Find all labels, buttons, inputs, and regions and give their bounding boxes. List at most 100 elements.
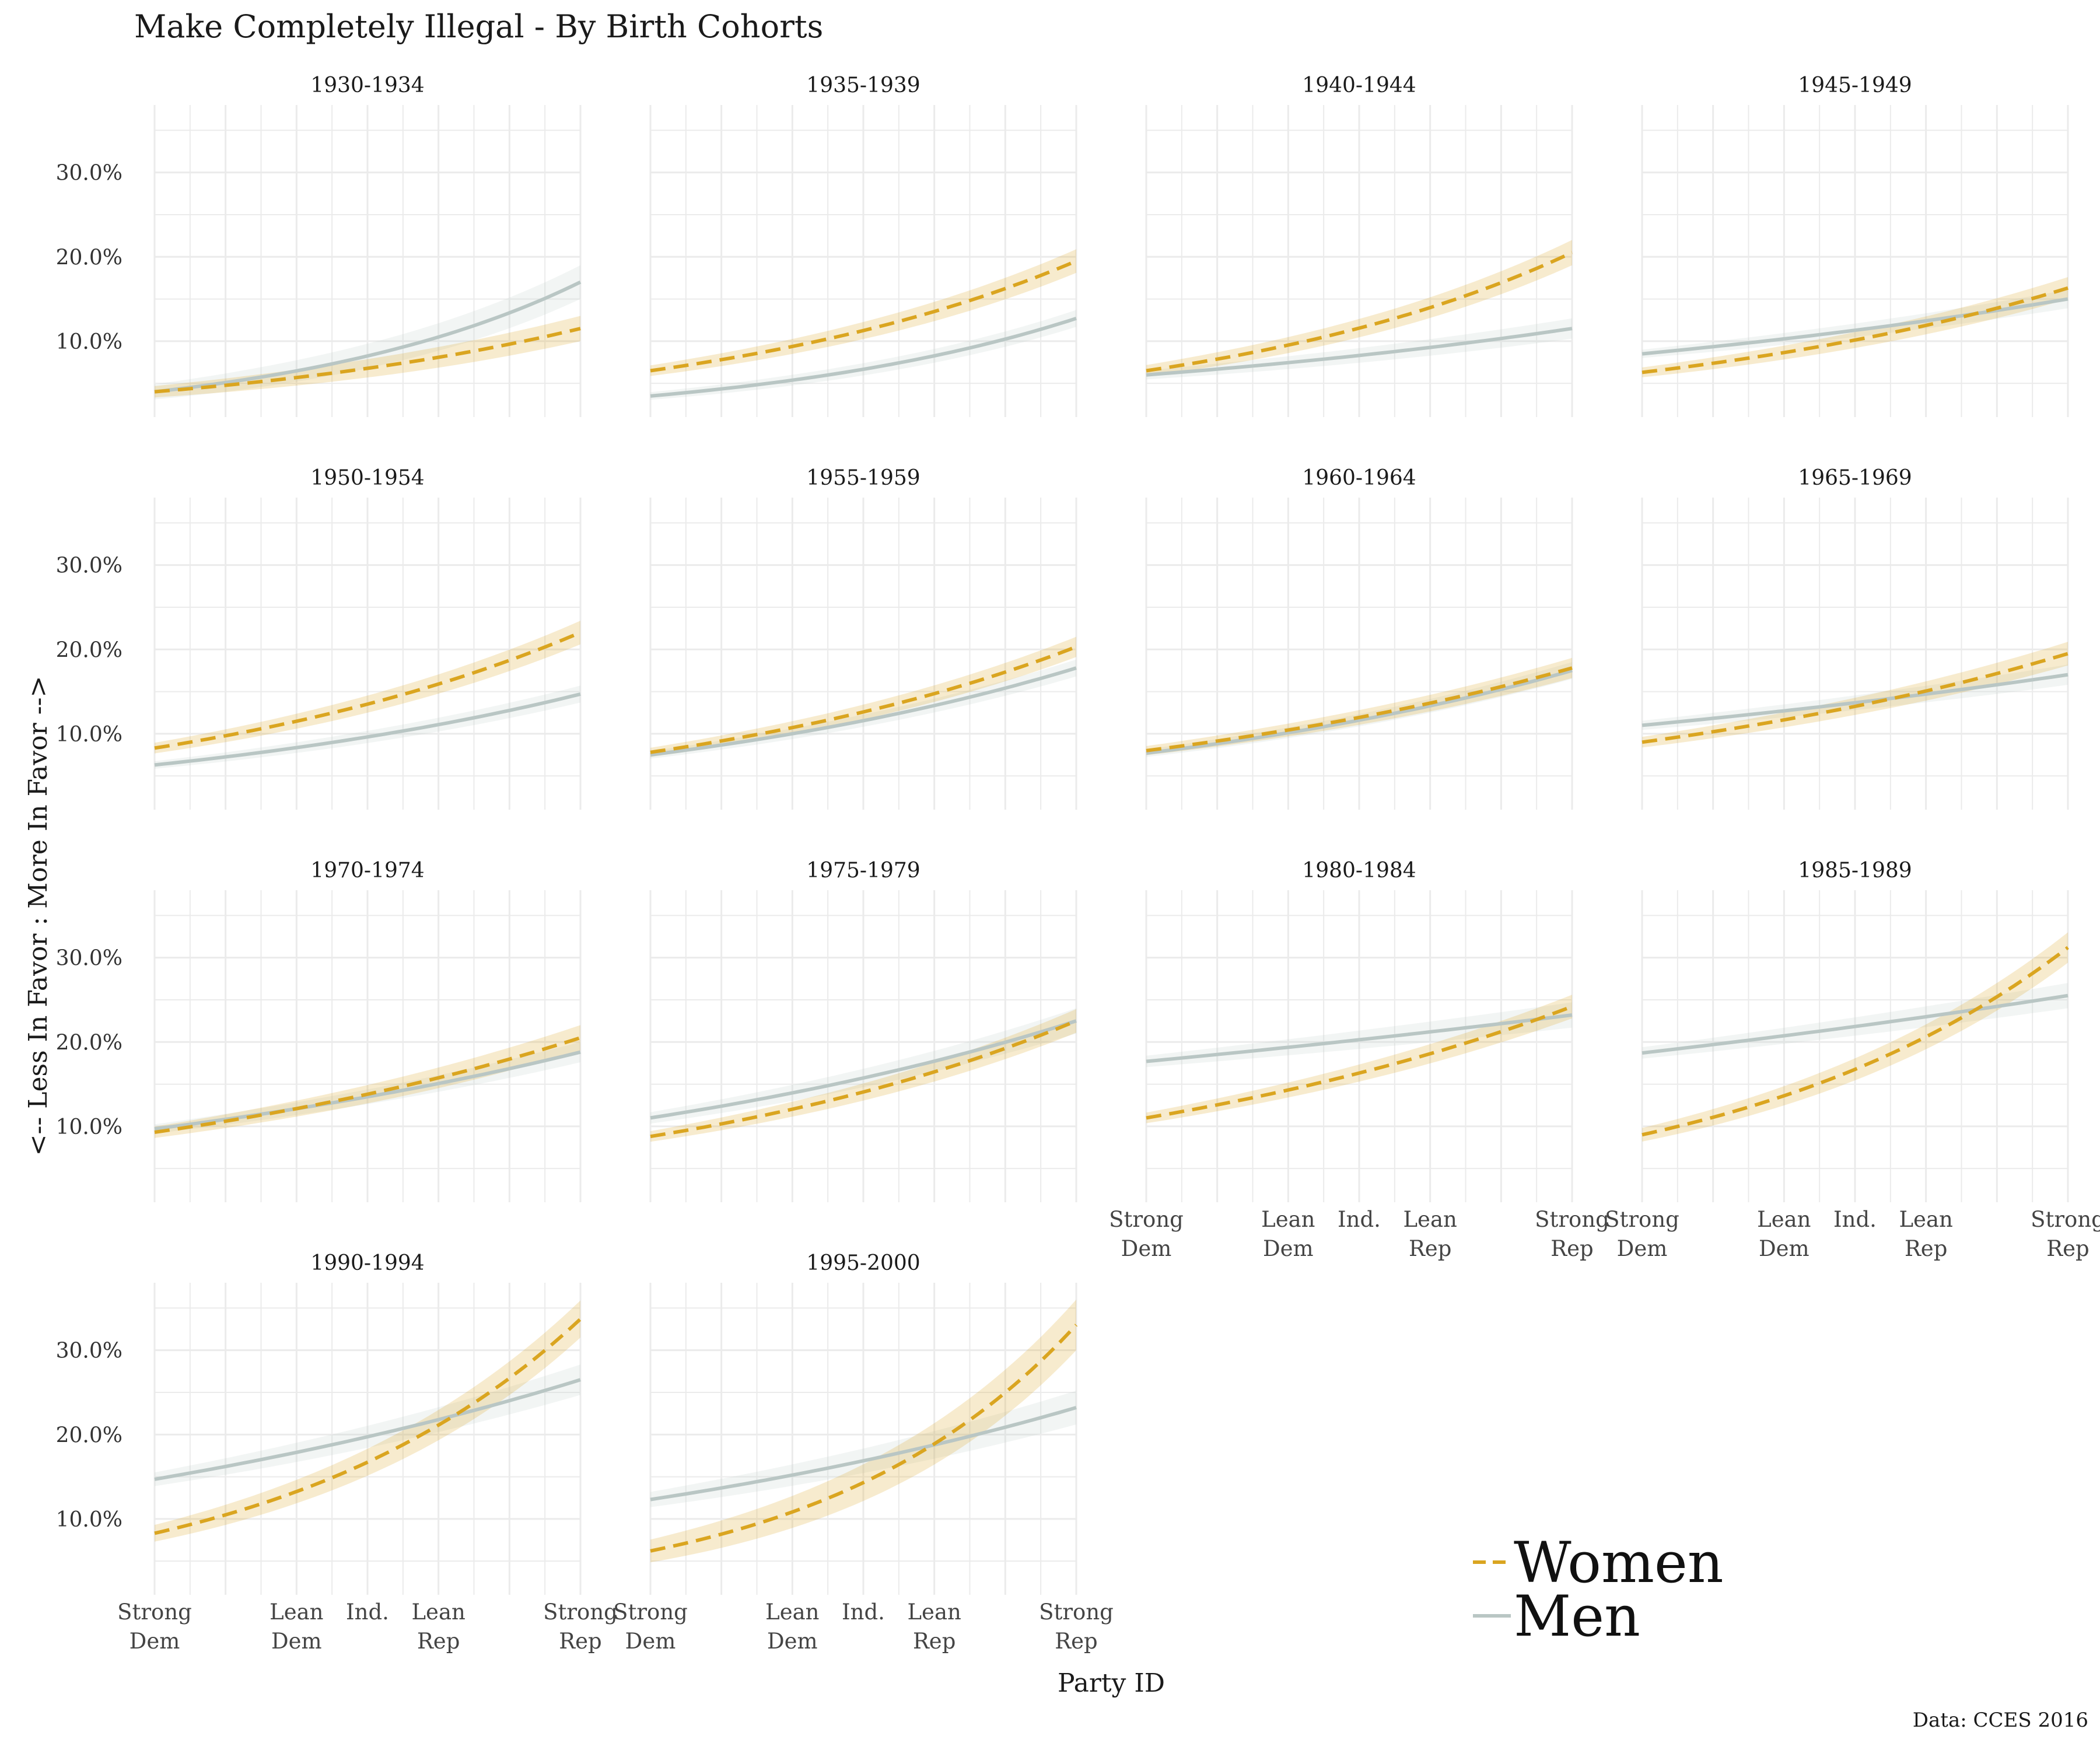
men-series-line (1642, 297, 2068, 356)
y-tick-label: 20.0% (56, 1423, 123, 1447)
facet-strip-label: 1985-1989 (1798, 859, 1912, 883)
women-series-line (1642, 286, 2068, 374)
x-tick-label: Lean Dem (765, 1600, 819, 1654)
men-series-line (154, 1378, 581, 1481)
facet-panel: 1940-1944 (1145, 74, 1573, 417)
men-series-line (650, 1406, 1077, 1502)
facet-panel: 1945-1949 (1641, 74, 2069, 417)
x-tick-label: Strong Rep (1039, 1600, 1114, 1654)
x-tick-label: Strong Rep (543, 1600, 618, 1654)
y-tick-label: 30.0% (56, 1339, 123, 1363)
men-series-line (154, 280, 582, 394)
facet-panel: 1975-1979 (649, 859, 1077, 1202)
facet-panel: 1970-1974 10.0% 20.0% 30.0% (56, 859, 582, 1202)
y-tick-label: 10.0% (56, 1115, 123, 1139)
women-confidence-band (650, 249, 1076, 376)
men-confidence-band (1642, 289, 2068, 358)
facet-strip-label: 1990-1994 (310, 1251, 424, 1275)
women-confidence-band (1642, 642, 2068, 748)
men-series-line (1642, 993, 2068, 1055)
x-tick-label: Strong Dem (1109, 1207, 1184, 1261)
facet-strip-label: 1930-1934 (310, 74, 424, 97)
facet-panel: 1990-1994 10.0% 20.0% 30.0% Strong Dem Lean Dem… (56, 1251, 618, 1654)
women-confidence-band (650, 1009, 1076, 1142)
x-tick-label: Ind. (842, 1600, 885, 1625)
women-series-line (650, 1324, 1078, 1553)
facet-strip-label: 1980-1984 (1302, 859, 1416, 883)
y-tick-label: 30.0% (56, 554, 123, 578)
men-series-line (154, 1050, 581, 1131)
x-tick-label: Lean Rep (411, 1600, 465, 1654)
men-series-line (650, 316, 1077, 398)
x-tick-label: Ind. (1833, 1207, 1877, 1232)
men-series-line (1146, 327, 1573, 377)
x-tick-label: Strong Dem (1605, 1207, 1679, 1261)
caption: Data: CCES 2016 (1913, 1709, 2088, 1732)
x-axis-title: Party ID (1058, 1668, 1165, 1698)
women-confidence-band (1146, 995, 1572, 1124)
y-tick-label: 30.0% (56, 947, 123, 971)
men-confidence-band (650, 1008, 1076, 1124)
facet-strip-label: 1965-1969 (1798, 466, 1912, 490)
women-series-line (1146, 666, 1573, 752)
facet-panel: 1995-2000 Strong Dem Lean Dem Ind. Lean Rep Stro… (613, 1251, 1114, 1654)
y-tick-label: 20.0% (56, 638, 123, 662)
facet-strip-label: 1935-1939 (806, 74, 920, 97)
chart-title: Make Completely Illegal - By Birth Cohor… (134, 8, 823, 45)
y-tick-label: 30.0% (56, 162, 123, 186)
x-tick-label: Strong Dem (613, 1600, 688, 1654)
women-confidence-band (1642, 277, 2068, 377)
facet-panel: 1960-1964 (1145, 466, 1573, 810)
facet-strip-label: 1970-1974 (310, 859, 424, 883)
x-tick-label: Strong Rep (2031, 1207, 2100, 1261)
legend: Women Men (1473, 1530, 1724, 1649)
x-tick-label: Lean Dem (270, 1600, 323, 1654)
x-tick-label: Lean Dem (1757, 1207, 1811, 1261)
women-series-line (154, 1036, 581, 1134)
men-confidence-band (1146, 318, 1572, 380)
men-confidence-band (155, 1042, 580, 1133)
x-tick-label: Lean Dem (1261, 1207, 1315, 1261)
legend-men-label: Men (1514, 1584, 1640, 1649)
men-confidence-band (155, 685, 580, 769)
women-confidence-band (155, 1025, 580, 1138)
women-confidence-band (650, 1299, 1076, 1563)
x-tick-label: Ind. (1338, 1207, 1381, 1232)
x-tick-label: Lean Rep (1403, 1207, 1457, 1261)
men-series-line (1642, 673, 2068, 727)
women-confidence-band (650, 636, 1076, 757)
y-tick-label: 10.0% (56, 1508, 123, 1532)
men-series-line (154, 692, 581, 767)
x-tick-label: Strong Dem (117, 1600, 192, 1654)
facet-strip-label: 1960-1964 (1302, 466, 1416, 490)
men-series-line (650, 1019, 1077, 1120)
x-tick-label: Strong Rep (1535, 1207, 1609, 1261)
facet-strip-label: 1975-1979 (806, 859, 920, 883)
women-series-line (154, 1317, 582, 1535)
facet-strip-label: 1955-1959 (806, 466, 920, 490)
x-tick-label: Ind. (346, 1600, 389, 1625)
facet-strip-label: 1940-1944 (1302, 74, 1416, 97)
women-series-line (1642, 946, 2069, 1137)
women-series-line (1146, 251, 1573, 373)
women-confidence-band (1146, 657, 1572, 755)
men-series-line (1146, 668, 1573, 755)
y-tick-label: 10.0% (56, 723, 123, 747)
women-confidence-band (1146, 240, 1572, 377)
men-series-line (650, 666, 1077, 757)
facet-strip-label: 1995-2000 (806, 1251, 920, 1275)
men-confidence-band (650, 1391, 1076, 1507)
facet-panel: 1950-1954 10.0% 20.0% 30.0% (56, 466, 582, 810)
women-series-line (650, 645, 1077, 754)
women-confidence-band (155, 621, 580, 754)
women-confidence-band (155, 1300, 580, 1542)
women-series-line (1642, 652, 2068, 744)
facet-panel: 1935-1939 (649, 74, 1077, 417)
facet-panel: 1965-1969 (1641, 466, 2069, 810)
women-confidence-band (1642, 932, 2068, 1142)
women-series-line (650, 1019, 1077, 1139)
y-tick-label: 20.0% (56, 246, 123, 270)
facet-panels: 1930-1934 10.0% 20.0% 30.0% 1935-1939 1940-19… (56, 74, 2100, 1654)
facet-panel: 1930-1934 10.0% 20.0% 30.0% (56, 74, 582, 417)
